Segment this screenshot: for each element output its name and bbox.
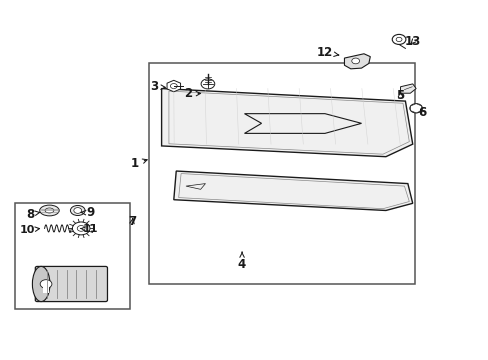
Text: 2: 2 [184, 87, 200, 100]
Text: 9: 9 [81, 207, 95, 220]
Bar [149, 63, 414, 284]
Polygon shape [400, 84, 415, 93]
Text: 4: 4 [238, 252, 245, 271]
Text: 11: 11 [80, 225, 99, 234]
Text: 10: 10 [20, 225, 40, 235]
Text: 12: 12 [316, 46, 338, 59]
Circle shape [72, 222, 90, 235]
Ellipse shape [45, 208, 54, 213]
Text: 1: 1 [130, 157, 147, 170]
Text: 3: 3 [150, 80, 165, 93]
Circle shape [409, 104, 422, 113]
Bar [15, 203, 130, 309]
Polygon shape [344, 54, 369, 69]
Text: 5: 5 [396, 89, 404, 102]
Ellipse shape [70, 206, 85, 216]
Circle shape [74, 208, 81, 213]
Circle shape [40, 280, 52, 288]
Polygon shape [161, 89, 412, 157]
Circle shape [351, 58, 359, 64]
Text: 6: 6 [418, 106, 426, 119]
Text: 7: 7 [128, 215, 136, 228]
Polygon shape [173, 171, 412, 211]
Text: 13: 13 [404, 35, 420, 49]
Text: 8: 8 [26, 208, 40, 221]
Ellipse shape [40, 205, 59, 216]
Bar [43, 287, 49, 293]
Circle shape [201, 79, 214, 89]
FancyBboxPatch shape [35, 266, 107, 302]
Ellipse shape [32, 266, 50, 302]
